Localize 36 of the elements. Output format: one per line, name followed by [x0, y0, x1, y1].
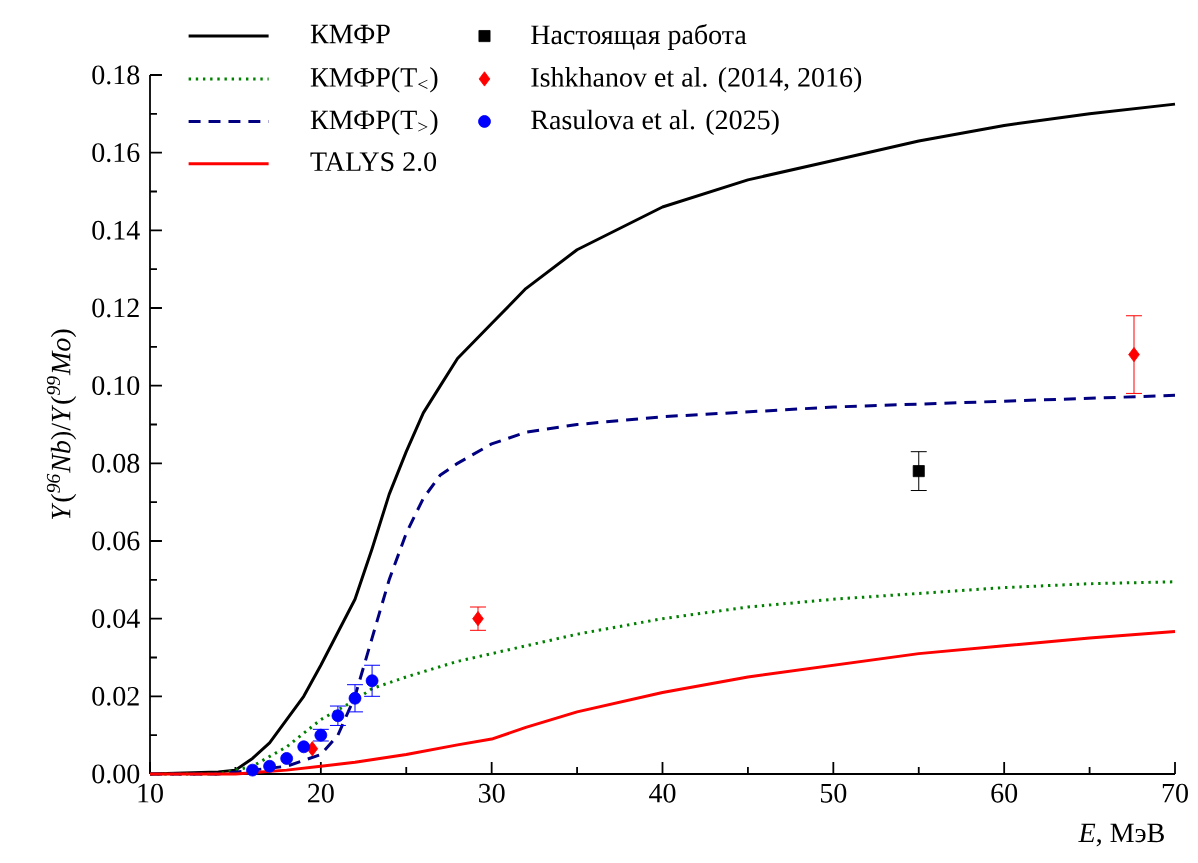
y-tick-label: 0.16 [92, 143, 140, 163]
point [263, 759, 276, 773]
text: Y($^{96}$Nb)/Y($^{99}$Mo) [46, 329, 77, 520]
x-tick-label: 50 [820, 783, 847, 803]
point [912, 465, 925, 478]
legend-label: КМФР [310, 24, 390, 44]
legend-label: Настоящая работа [531, 23, 747, 50]
point [280, 752, 294, 765]
x-tick-label: 20 [308, 783, 334, 803]
point [472, 611, 484, 627]
y-tick-label: 0.18 [92, 65, 140, 85]
y-tick-label: 0.00 [92, 764, 140, 784]
legend-label: КМФР(T$_{>}$) [310, 109, 438, 136]
legend-label: Rasulova et al. (2025) [531, 109, 779, 136]
point [297, 740, 311, 754]
legend-label: Ishkhanov et al. (2014, 2016) [531, 67, 862, 93]
y-tick-label: 0.06 [92, 531, 140, 551]
legend-label: TALYS 2.0 [310, 152, 437, 172]
y-tick-label: 0.02 [92, 686, 139, 706]
point [331, 709, 345, 723]
y-tick-label: 0.08 [92, 453, 140, 473]
y-tick-label: 0.04 [92, 609, 140, 629]
y-tick-label: 0.14 [92, 220, 140, 240]
y-tick-label: 0.12 [92, 298, 139, 318]
x-tick-label: 60 [991, 783, 1018, 803]
point [246, 763, 259, 777]
point [365, 674, 379, 688]
x-tick-label: 70 [1162, 783, 1188, 803]
point [1128, 347, 1140, 363]
x-axis-title: E, МэВ [1078, 823, 1164, 847]
x-tick-label: 30 [479, 783, 505, 803]
x-tick-label: 40 [649, 783, 676, 803]
point [348, 691, 362, 705]
legend-label: КМФР(T$_{<}$) [310, 67, 438, 93]
y-tick-label: 0.10 [92, 376, 140, 396]
x-tick-label: 10 [138, 783, 163, 803]
